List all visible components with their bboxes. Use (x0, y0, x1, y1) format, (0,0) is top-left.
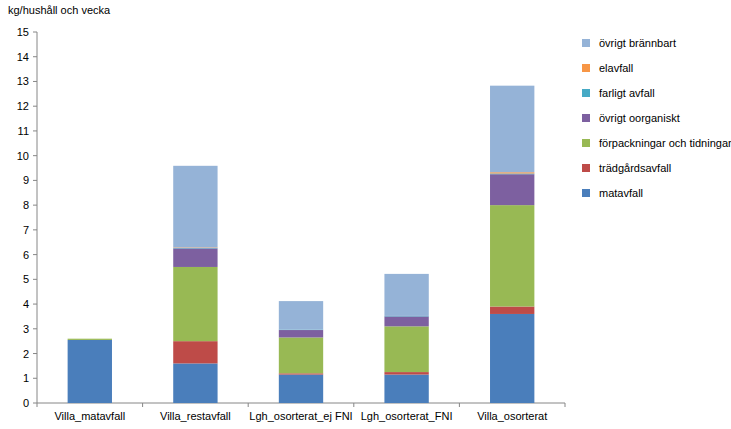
y-tick (33, 56, 37, 57)
bar-segment (173, 166, 217, 248)
bar-segment (490, 307, 534, 314)
y-tick (33, 81, 37, 82)
bar-segment (68, 338, 112, 339)
bar-segment (68, 338, 112, 339)
y-tick-label: 14 (17, 51, 29, 63)
y-tick-label: 10 (17, 150, 29, 162)
y-tick-label: 11 (18, 125, 29, 137)
y-tick-label: 13 (17, 75, 29, 87)
y-tick-label: 4 (23, 298, 29, 310)
x-tick (248, 403, 249, 407)
bar-segment (173, 248, 217, 267)
x-tick (142, 403, 143, 407)
legend-swatch (582, 39, 590, 47)
legend-swatch (582, 114, 590, 122)
bar-segment (490, 205, 534, 306)
y-tick-label: 7 (23, 224, 29, 236)
x-tick-label: Villa_osorterat (477, 410, 547, 422)
legend-swatch (582, 139, 590, 147)
bar-segment (279, 301, 323, 329)
legend-swatch (582, 189, 590, 197)
y-tick-label: 0 (23, 397, 29, 409)
y-tick-label: 3 (23, 323, 29, 335)
x-tick-label: Villa_restavfall (160, 410, 231, 422)
bar-segment (279, 337, 323, 373)
bar-segment (490, 86, 534, 173)
bar-segment (68, 338, 112, 339)
y-tick (33, 353, 37, 354)
x-tick-label: Lgh_osorterat_FNI (361, 410, 453, 422)
chart-svg: kg/hushåll och vecka01234567891011121314… (0, 0, 731, 429)
x-tick (459, 403, 460, 407)
y-tick-label: 1 (23, 372, 29, 384)
y-axis-label: kg/hushåll och vecka (8, 4, 111, 16)
bar-segment (173, 247, 217, 248)
y-tick (33, 403, 37, 404)
bar-segment (384, 316, 428, 326)
legend-swatch (582, 64, 590, 72)
bar-segment (384, 274, 428, 316)
legend-label: övrigt oorganiskt (599, 112, 680, 124)
y-tick-label: 5 (23, 273, 29, 285)
bar-segment (68, 340, 112, 403)
x-tick (565, 403, 566, 407)
bar-segment (490, 314, 534, 403)
legend-label: förpackningar och tidningar (599, 137, 731, 149)
y-tick-label: 6 (23, 249, 29, 261)
bar-segment (173, 341, 217, 363)
x-tick (353, 403, 354, 407)
bar-segment (173, 267, 217, 341)
x-tick-label: Lgh_osorterat_ej FNI (249, 410, 352, 422)
bar-segment (279, 373, 323, 374)
legend-label: trädgårdsavfall (599, 162, 671, 174)
y-tick-label: 8 (23, 199, 29, 211)
legend-label: övrigt brännbart (599, 37, 676, 49)
y-tick (33, 106, 37, 107)
legend-swatch (582, 164, 590, 172)
bar-segment (68, 339, 112, 340)
y-tick (33, 229, 37, 230)
y-tick (33, 279, 37, 280)
y-tick (33, 32, 37, 33)
bar-segment (279, 375, 323, 403)
bar-segment (384, 372, 428, 374)
y-tick (33, 378, 37, 379)
chart-container: kg/hushåll och vecka01234567891011121314… (0, 0, 731, 429)
bar-segment (490, 174, 534, 205)
y-tick-label: 9 (23, 174, 29, 186)
bars (68, 86, 535, 403)
y-tick-label: 12 (17, 100, 29, 112)
y-tick (33, 130, 37, 131)
y-tick-label: 2 (23, 348, 29, 360)
legend-label: farligt avfall (599, 87, 655, 99)
y-tick (33, 155, 37, 156)
y-tick-label: 15 (17, 26, 29, 38)
bar-segment (490, 172, 534, 173)
y-axis-line (37, 32, 38, 403)
bar-segment (68, 338, 112, 339)
x-tick-label: Villa_matavfall (54, 410, 125, 422)
y-tick (33, 328, 37, 329)
legend-label: elavfall (599, 62, 633, 74)
y-tick (33, 304, 37, 305)
legend-swatch (582, 89, 590, 97)
bar-segment (173, 363, 217, 403)
y-tick (33, 254, 37, 255)
bar-segment (384, 326, 428, 372)
bar-segment (490, 173, 534, 175)
legend-label: matavfall (599, 187, 643, 199)
x-tick (37, 403, 38, 407)
legend: övrigt brännbart elavfall farligt avfall öv… (582, 37, 731, 199)
y-tick (33, 205, 37, 206)
bar-segment (279, 330, 323, 337)
y-tick (33, 180, 37, 181)
bar-segment (384, 375, 428, 403)
bar-segment (68, 339, 112, 340)
